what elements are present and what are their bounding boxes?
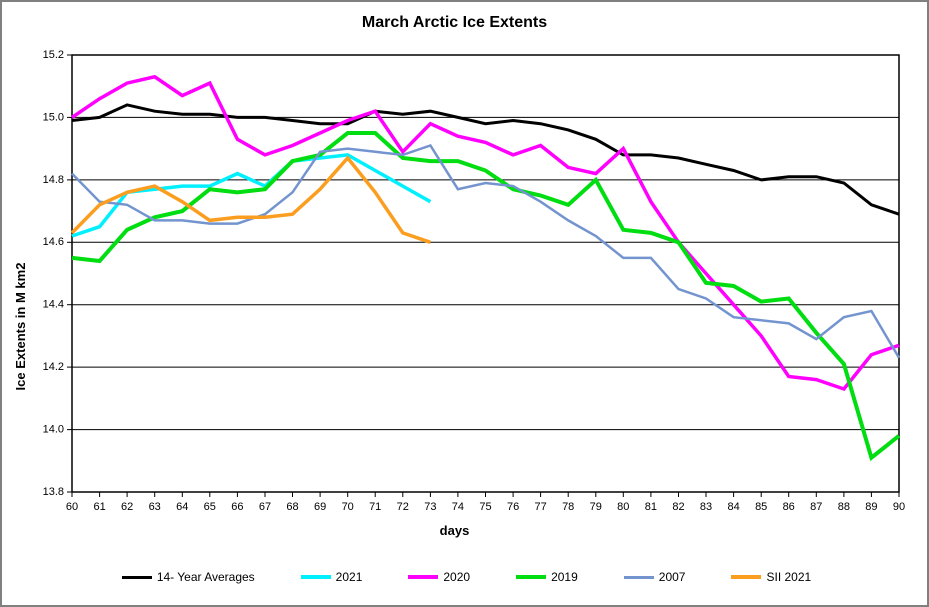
legend-label: 2019 xyxy=(551,570,578,584)
x-tick-label: 65 xyxy=(204,501,216,513)
x-tick-label: 66 xyxy=(231,501,243,513)
legend-swatch-icon xyxy=(516,575,547,579)
legend-item-2020: 2020 xyxy=(408,570,470,584)
x-tick-label: 83 xyxy=(700,501,712,513)
x-tick-label: 69 xyxy=(314,501,326,513)
x-tick-label: 74 xyxy=(452,501,464,513)
x-tick-label: 73 xyxy=(424,501,436,513)
x-tick-label: 78 xyxy=(562,501,574,513)
y-tick-label: 14.6 xyxy=(43,236,64,248)
x-tick-label: 61 xyxy=(93,501,105,513)
legend-label: 14- Year Averages xyxy=(156,570,255,584)
plot-area: 15.2 15.0 14.8 14.6 14.4 14.2 14.0 13.860 61 62 63… xyxy=(43,49,906,513)
x-tick-label: 67 xyxy=(259,501,271,513)
y-tick-label: 14.0 xyxy=(43,424,64,436)
legend-item-2021: 2021 xyxy=(300,570,363,584)
x-tick-label: 70 xyxy=(342,501,354,513)
series-line-14--Year-Averages xyxy=(71,103,900,216)
chart-title: March Arctic Ice Extents xyxy=(361,14,548,31)
legend-swatch-icon xyxy=(300,575,331,579)
legend-label: SII 2021 xyxy=(766,570,812,584)
x-tick-label: 85 xyxy=(755,501,767,513)
legend-item-14--Year-Averages: 14- Year Averages xyxy=(121,570,255,584)
x-tick-label: 88 xyxy=(838,501,850,513)
x-tick-label: 77 xyxy=(534,501,546,513)
series-line-2007 xyxy=(71,143,901,359)
x-tick-label: 63 xyxy=(149,501,161,513)
x-tick-label: 71 xyxy=(369,501,381,513)
x-tick-label: 79 xyxy=(590,501,602,513)
legend-swatch-icon xyxy=(623,575,654,579)
x-tick-label: 84 xyxy=(727,501,739,513)
x-tick-label: 68 xyxy=(286,501,298,513)
x-tick-label: 64 xyxy=(176,501,188,513)
legend-label: 2021 xyxy=(335,570,363,584)
y-tick-label: 14.8 xyxy=(43,174,64,186)
legend-label: 2020 xyxy=(443,570,471,584)
y-tick-label: 14.4 xyxy=(43,299,64,311)
legend-item-SII-2021: SII 2021 xyxy=(731,570,811,584)
x-tick-label: 75 xyxy=(479,501,491,513)
legend-swatch-icon xyxy=(731,575,762,579)
x-tick-label: 87 xyxy=(810,501,822,513)
x-tick-label: 82 xyxy=(672,501,684,513)
legend-label: 2007 xyxy=(658,570,686,584)
x-tick-label: 60 xyxy=(66,501,78,513)
x-tick-label: 62 xyxy=(121,501,133,513)
x-axis-title: days xyxy=(439,523,470,538)
x-tick-label: 76 xyxy=(507,501,519,513)
legend-item-2019: 2019 xyxy=(516,570,578,584)
x-tick-label: 72 xyxy=(397,501,409,513)
x-tick-label: 90 xyxy=(893,501,905,513)
plot-frame xyxy=(71,54,900,493)
x-tick-label: 86 xyxy=(783,501,795,513)
legend: 14- Year Averages 2021 2020 2019 2007 SII 202… xyxy=(2,570,927,584)
series-line-SII-2021 xyxy=(70,155,431,244)
legend-swatch-icon xyxy=(408,575,439,579)
series-line-2020 xyxy=(71,74,900,392)
legend-swatch-icon xyxy=(121,575,152,579)
x-tick-label: 80 xyxy=(617,501,629,513)
x-tick-label: 81 xyxy=(645,501,657,513)
x-tick-label: 89 xyxy=(865,501,877,513)
y-tick-label: 15.2 xyxy=(43,49,64,61)
y-tick-label: 14.2 xyxy=(43,361,64,373)
y-tick-label: 13.8 xyxy=(43,486,64,498)
y-tick-label: 15.0 xyxy=(43,111,64,123)
series-line-2019 xyxy=(71,131,901,462)
legend-item-2007: 2007 xyxy=(623,570,686,584)
